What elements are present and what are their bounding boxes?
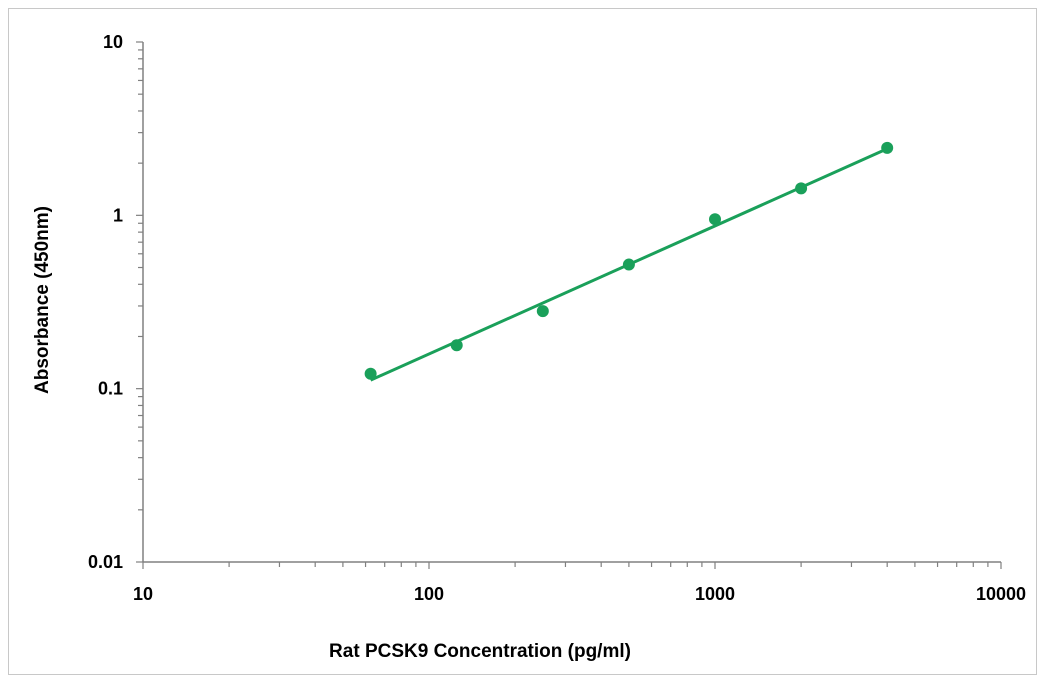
data-point	[622, 258, 635, 271]
x-axis-title: Rat PCSK9 Concentration (pg/ml)	[329, 641, 631, 662]
y-axis-title: Absorbance (450nm)	[32, 206, 53, 394]
tick-labels: 10 100 1000 10000 0.01 0.1 1 10	[88, 32, 1026, 604]
y-tick-label: 10	[103, 32, 123, 52]
data-point	[536, 305, 549, 318]
x-tick-label: 10000	[976, 584, 1026, 604]
x-tick-label: 100	[414, 584, 444, 604]
data-point	[364, 367, 377, 380]
y-tick-label: 0.1	[98, 379, 123, 399]
data-point	[795, 182, 808, 195]
x-tick-label: 1000	[695, 584, 735, 604]
x-tick-label: 10	[133, 584, 153, 604]
data-point	[709, 213, 721, 226]
y-tick-label: 1	[113, 205, 123, 225]
chart-frame	[8, 8, 1037, 675]
axes	[136, 41, 1002, 569]
data-point	[881, 141, 894, 154]
data-point	[450, 339, 463, 352]
data-points	[364, 141, 894, 380]
y-tick-label: 0.01	[88, 552, 123, 572]
